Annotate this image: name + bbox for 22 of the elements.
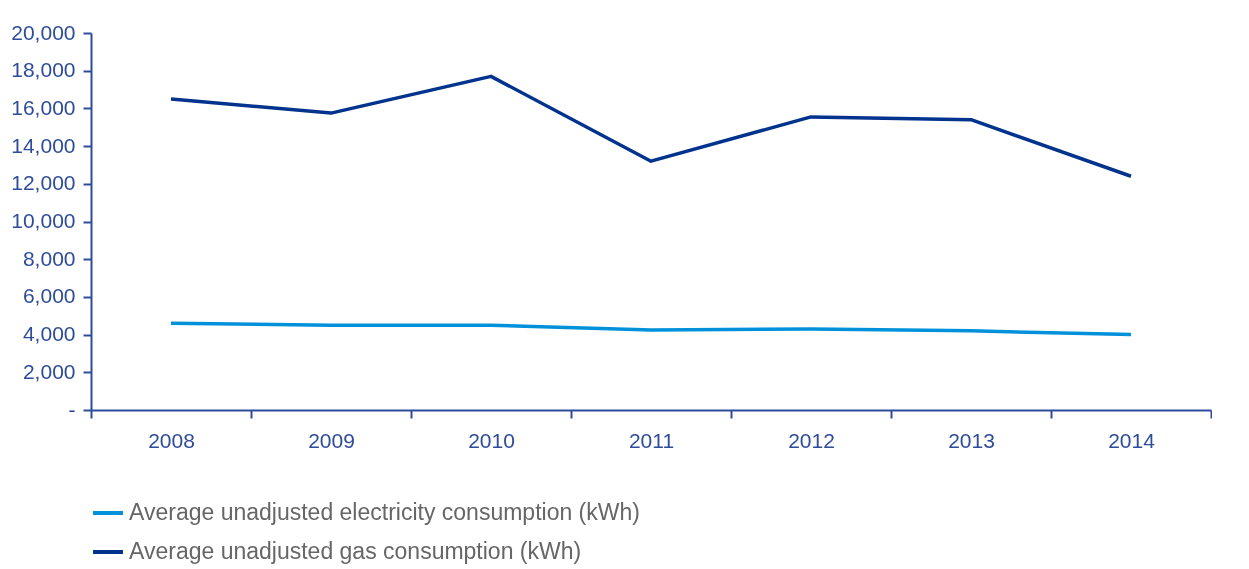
x-tick-label: 2011 [628,428,675,452]
legend-label: Average unadjusted gas consumption (kWh) [129,538,582,564]
y-tick-label: 2,000 [22,359,76,383]
y-tick-label: 20,000 [11,20,76,44]
line-series [169,74,1133,179]
x-tick-label: 2014 [1108,428,1156,452]
x-tick-label: 2013 [948,428,995,452]
y-tick-label: 6,000 [22,284,76,308]
y-tick-label: 8,000 [22,246,76,270]
line-series [169,321,1133,337]
y-tick-label: 10,000 [11,209,76,232]
y-tick-label: 14,000 [11,133,76,157]
y-tick-label: 4,000 [22,322,76,346]
x-tick-label: 2012 [788,428,835,452]
legend-label: Average unadjusted electricity consumption (kWh) [129,499,640,525]
y-tick-label: - [68,397,76,421]
y-tick-label: 18,000 [11,58,76,82]
y-tick-label: 12,000 [11,171,76,195]
x-tick-label: 2010 [468,428,515,452]
y-tick-label: 16,000 [11,95,76,119]
x-tick-label: 2009 [308,428,355,452]
x-tick-label: 2008 [148,428,195,452]
